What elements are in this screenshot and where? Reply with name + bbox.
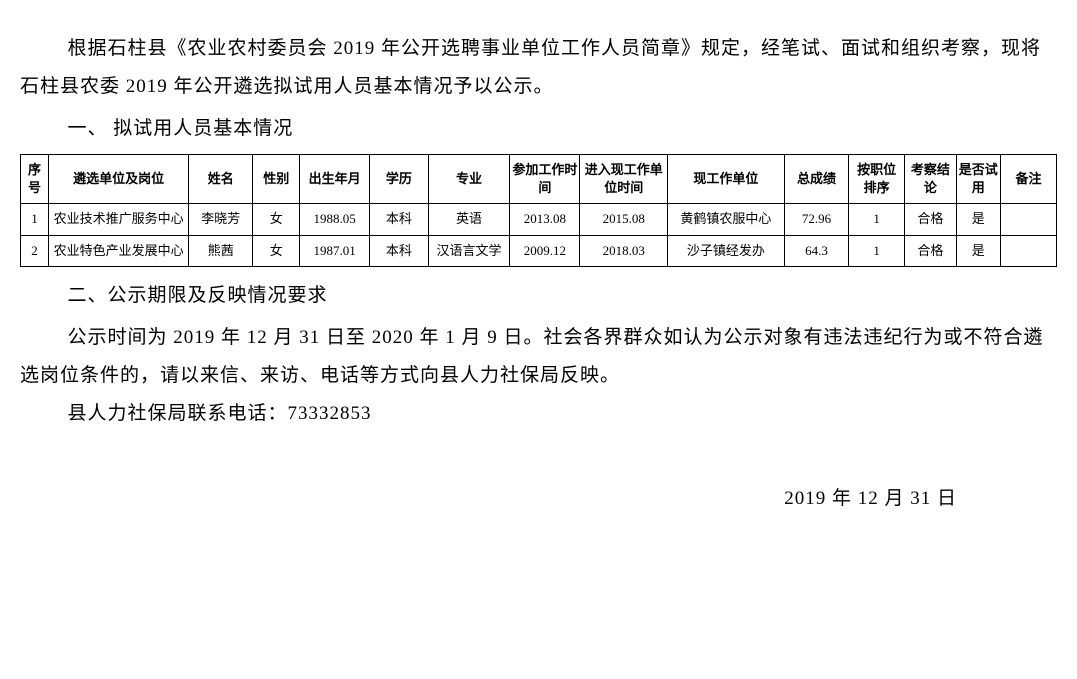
table-header-cell: 按职位排序 [849, 155, 905, 204]
table-cell: 1 [21, 204, 49, 235]
table-header-cell: 性别 [253, 155, 300, 204]
table-header-cell: 序号 [21, 155, 49, 204]
table-cell: 农业技术推广服务中心 [49, 204, 189, 235]
table-cell: 1987.01 [300, 235, 370, 266]
table-cell: 1 [849, 235, 905, 266]
intro-paragraph: 根据石柱县《农业农村委员会 2019 年公开选聘事业单位工作人员简章》规定，经笔… [20, 30, 1057, 106]
period-paragraph: 公示时间为 2019 年 12 月 31 日至 2020 年 1 月 9 日。社… [20, 319, 1057, 395]
table-cell: 本科 [370, 235, 428, 266]
table-header-cell: 进入现工作单位时间 [580, 155, 668, 204]
table-header-cell: 参加工作时间 [510, 155, 580, 204]
table-row: 1农业技术推广服务中心李晓芳女1988.05本科英语2013.082015.08… [21, 204, 1057, 235]
table-cell: 农业特色产业发展中心 [49, 235, 189, 266]
table-header-cell: 出生年月 [300, 155, 370, 204]
table-cell [1000, 204, 1056, 235]
table-cell: 2009.12 [510, 235, 580, 266]
table-header-cell: 是否试用 [956, 155, 1000, 204]
table-cell: 1988.05 [300, 204, 370, 235]
table-cell: 汉语言文学 [428, 235, 510, 266]
table-header-cell: 备注 [1000, 155, 1056, 204]
table-cell: 熊茜 [189, 235, 253, 266]
table-cell: 女 [253, 235, 300, 266]
table-cell: 女 [253, 204, 300, 235]
table-header-cell: 姓名 [189, 155, 253, 204]
table-cell: 黄鹤镇农服中心 [668, 204, 785, 235]
table-cell: 72.96 [784, 204, 848, 235]
table-cell: 李晓芳 [189, 204, 253, 235]
table-cell: 1 [849, 204, 905, 235]
table-cell: 2013.08 [510, 204, 580, 235]
table-header-cell: 专业 [428, 155, 510, 204]
table-cell: 2018.03 [580, 235, 668, 266]
table-cell: 沙子镇经发办 [668, 235, 785, 266]
section1-heading: 一、 拟试用人员基本情况 [20, 110, 1057, 148]
personnel-table: 序号遴选单位及岗位姓名性别出生年月学历专业参加工作时间进入现工作单位时间现工作单… [20, 154, 1057, 267]
table-cell: 2015.08 [580, 204, 668, 235]
table-header-cell: 现工作单位 [668, 155, 785, 204]
table-body: 1农业技术推广服务中心李晓芳女1988.05本科英语2013.082015.08… [21, 204, 1057, 266]
contact-paragraph: 县人力社保局联系电话：73332853 [20, 395, 1057, 433]
table-cell: 合格 [905, 204, 956, 235]
table-header-row: 序号遴选单位及岗位姓名性别出生年月学历专业参加工作时间进入现工作单位时间现工作单… [21, 155, 1057, 204]
table-cell: 英语 [428, 204, 510, 235]
table-header-cell: 遴选单位及岗位 [49, 155, 189, 204]
date-line: 2019 年 12 月 31 日 [20, 483, 1057, 510]
table-header-cell: 考察结论 [905, 155, 956, 204]
table-cell: 是 [956, 204, 1000, 235]
table-header-cell: 总成绩 [784, 155, 848, 204]
table-header-cell: 学历 [370, 155, 428, 204]
table-cell: 本科 [370, 204, 428, 235]
table-cell: 64.3 [784, 235, 848, 266]
table-head: 序号遴选单位及岗位姓名性别出生年月学历专业参加工作时间进入现工作单位时间现工作单… [21, 155, 1057, 204]
section2-heading: 二、公示期限及反映情况要求 [20, 277, 1057, 315]
table-cell: 2 [21, 235, 49, 266]
table-row: 2农业特色产业发展中心熊茜女1987.01本科汉语言文学2009.122018.… [21, 235, 1057, 266]
table-cell: 合格 [905, 235, 956, 266]
table-cell: 是 [956, 235, 1000, 266]
table-cell [1000, 235, 1056, 266]
